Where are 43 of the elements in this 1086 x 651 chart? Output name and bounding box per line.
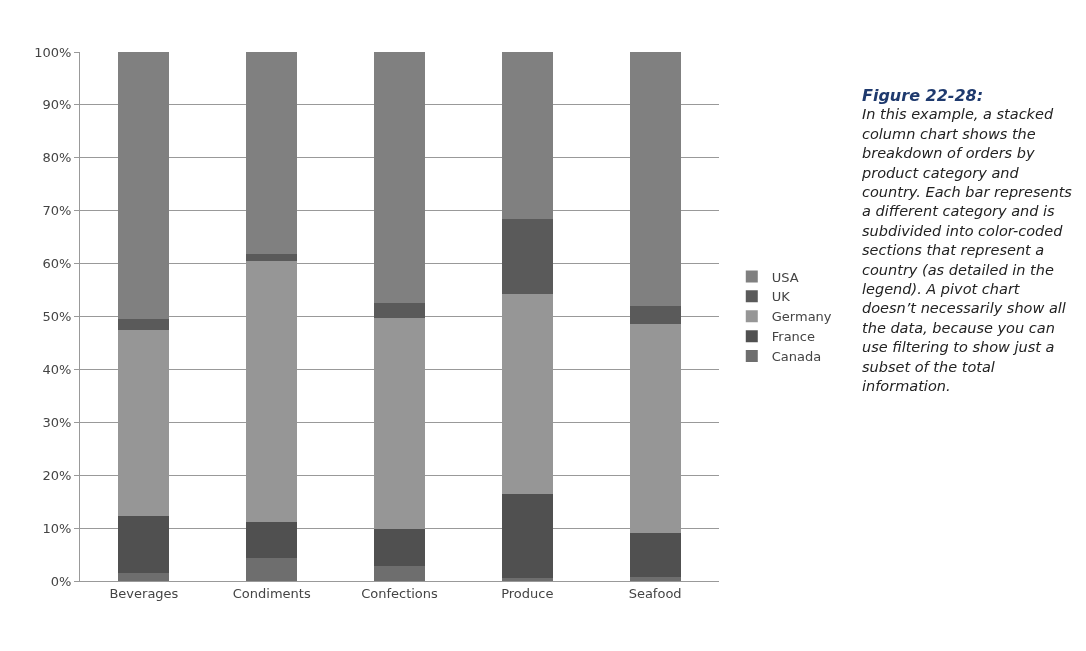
y-tick-label: 30%: [42, 414, 72, 430]
bar: [373, 52, 426, 304]
y-tick-label: 90%: [42, 97, 72, 113]
legend-label: USA: [771, 269, 799, 285]
text: In this example, a stacked column chart shows the breakdown of orders by product category and country. Each bar represents a different category and is subdivided into color-coded sections that represent a country (as detailed in the legend). A pivot chart doesn’t necessarily show all the data, because you can use filtering to show just a subset of the total information.: [862, 106, 1072, 395]
y-tick-label: 40%: [42, 361, 72, 377]
x-tick-label: Seafood: [628, 585, 682, 601]
bar: [629, 533, 681, 577]
bar: [118, 52, 170, 320]
bar: [373, 303, 426, 319]
bar: [118, 573, 170, 581]
y-tick-label: 80%: [42, 150, 72, 166]
x-tick-label: Confections: [361, 585, 439, 601]
y-tick-label: 60%: [42, 256, 72, 272]
legend-label: France: [771, 329, 816, 345]
bar: [501, 494, 553, 579]
text: Figure 22-28:: [862, 86, 985, 106]
bar: [629, 576, 681, 581]
legend-label: Germany: [771, 309, 832, 325]
y-tick-label: 20%: [42, 467, 72, 483]
bar: [373, 566, 426, 581]
bar: [246, 557, 298, 581]
bar: [629, 52, 681, 306]
y-tick-label: 100%: [34, 44, 72, 60]
bar: [501, 52, 553, 219]
bar: [501, 218, 553, 294]
x-tick-label: Beverages: [109, 585, 179, 601]
bar: [118, 319, 170, 330]
x-tick-label: Produce: [501, 585, 554, 601]
bar: [629, 305, 681, 325]
y-tick-label: 0%: [50, 573, 72, 589]
legend-label: UK: [771, 289, 791, 305]
bar: [373, 529, 426, 567]
legend-label: Canada: [771, 349, 822, 365]
y-tick-label: 10%: [42, 520, 72, 536]
bar: [118, 515, 170, 574]
y-tick-label: 70%: [42, 203, 72, 219]
bar: [246, 521, 298, 558]
bar: [246, 52, 298, 255]
bar: [501, 578, 553, 581]
x-tick-label: Condiments: [232, 585, 311, 601]
bar: [246, 254, 298, 261]
y-tick-label: 50%: [42, 309, 72, 325]
